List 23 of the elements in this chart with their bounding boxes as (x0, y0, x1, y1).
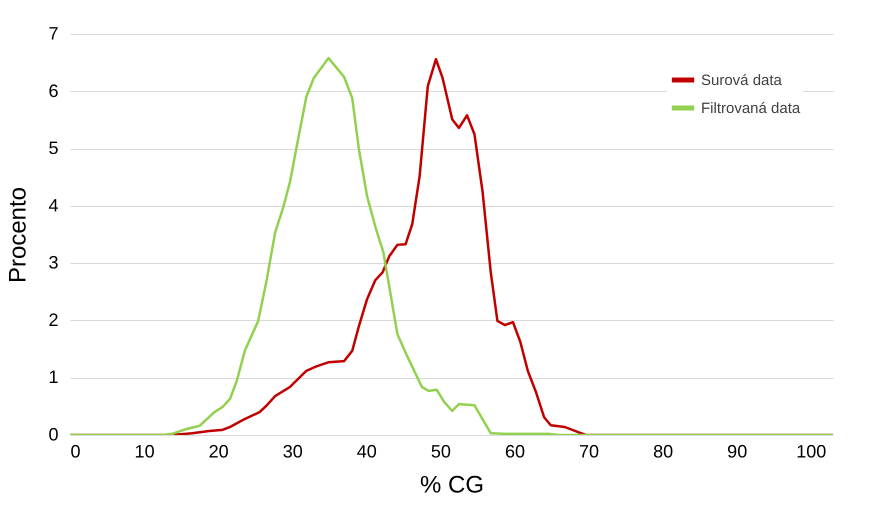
x-tick-label: 50 (430, 442, 451, 462)
y-tick-label: 6 (48, 80, 58, 101)
x-tick-label: 0 (70, 442, 81, 462)
legend-label: Filtrovaná data (701, 100, 801, 117)
y-tick-label: 7 (48, 24, 58, 44)
y-tick-label: 1 (48, 367, 58, 388)
y-axis-title: Procento (4, 186, 32, 284)
x-tick-label: 80 (653, 442, 674, 462)
y-tick-label: 3 (48, 252, 58, 273)
x-tick-label: 40 (356, 442, 377, 462)
y-tick-label: 4 (48, 195, 58, 216)
x-tick-label: 100 (796, 442, 826, 462)
x-tick-label: 20 (208, 442, 229, 462)
x-tick-label: 70 (579, 442, 600, 462)
y-tick-label: 0 (48, 424, 58, 444)
x-tick-label: 90 (727, 442, 748, 462)
x-tick-label: 10 (134, 442, 155, 462)
x-tick-label: 30 (282, 442, 303, 462)
y-tick-label: 2 (48, 310, 58, 330)
x-axis-title: % CG (420, 472, 484, 498)
x-tick-label: 60 (504, 442, 525, 462)
y-tick-label: 5 (48, 138, 58, 158)
legend-label: Surová data (701, 72, 783, 89)
